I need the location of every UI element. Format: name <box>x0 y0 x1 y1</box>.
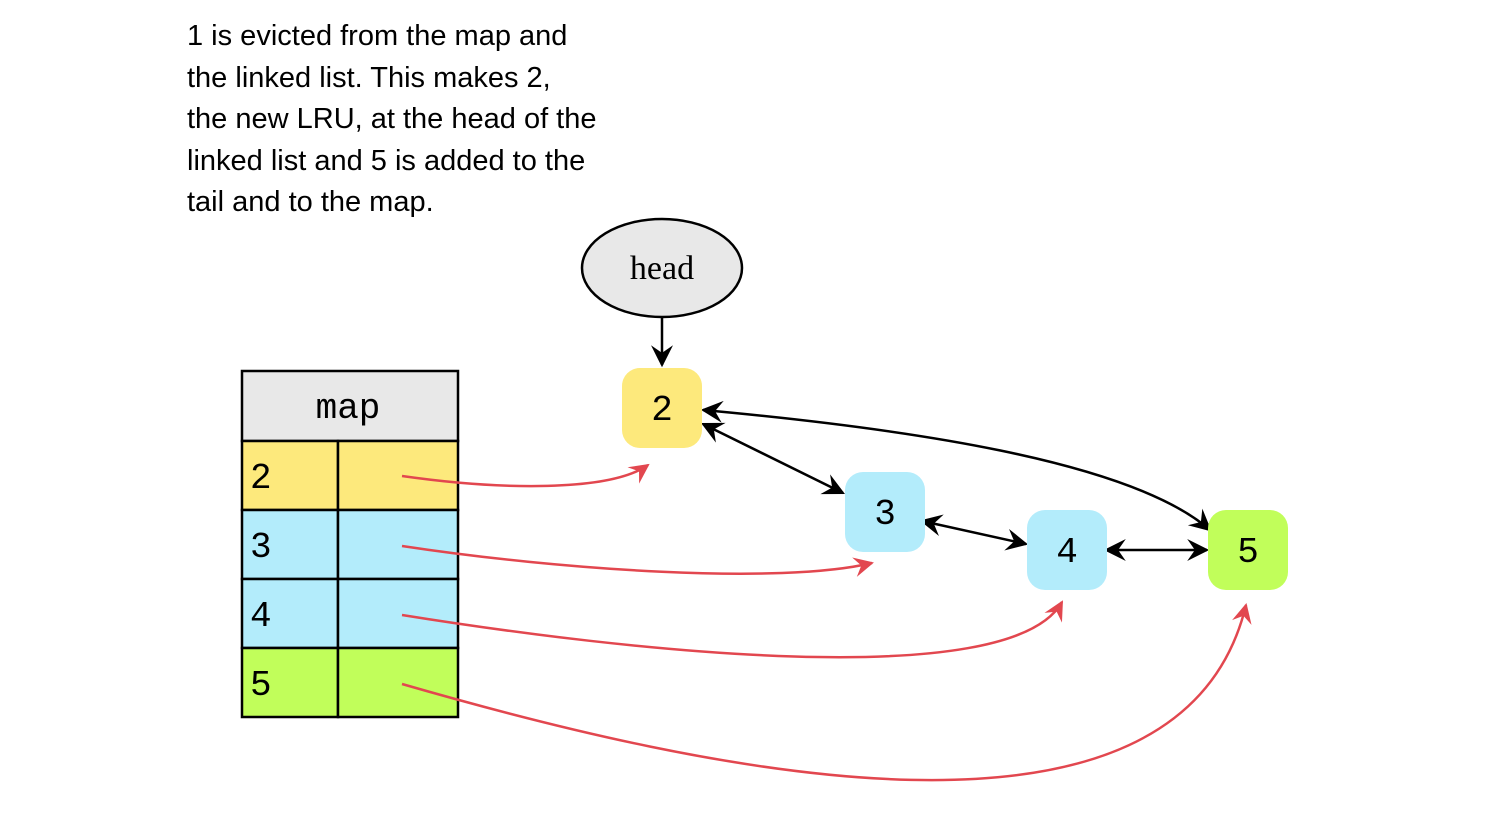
list-node-5-box <box>1208 510 1288 590</box>
link-node-2-node-3-arrow <box>701 422 845 495</box>
map-key-cell <box>240 646 340 719</box>
link-node-2-node-5-arrow <box>700 400 1212 532</box>
list-node-2-label: 2 <box>651 390 673 431</box>
head-node: head <box>580 217 744 319</box>
map-key-label: 2 <box>250 458 272 499</box>
map-value-cell <box>336 577 460 650</box>
list-node-4: 4 <box>1027 510 1107 590</box>
pointer-3-arrow <box>401 544 874 577</box>
caption-line-3: the new LRU, at the head of the <box>187 103 597 135</box>
pointer-5-arrow <box>401 603 1252 782</box>
caption-line-4: linked list and 5 is added to the <box>187 144 586 177</box>
map-value-cell <box>336 508 460 581</box>
map-key-label: 4 <box>250 596 272 637</box>
map-key-label: 5 <box>250 665 272 706</box>
list-node-5: 5 <box>1208 510 1288 590</box>
list-node-4-label: 4 <box>1056 532 1078 573</box>
map-row: 5 <box>240 646 460 719</box>
list-node-2: 2 <box>622 368 702 448</box>
list-node-3-label: 3 <box>874 494 896 535</box>
list-node-3-box <box>845 472 925 552</box>
map-value-cell <box>336 439 460 512</box>
map-table: map 2 3 4 5 <box>240 369 460 719</box>
caption-line-1: 1 is evicted from the map and <box>187 20 568 52</box>
map-title: map <box>316 388 381 429</box>
caption-line-5: tail and to the map. <box>187 186 434 218</box>
list-node-3: 3 <box>845 472 925 552</box>
map-key-cell <box>240 577 340 650</box>
caption: 1 is evicted from the map and the linked… <box>187 16 657 224</box>
map-row: 3 <box>240 508 460 581</box>
head-label: head <box>630 250 694 287</box>
map-row: 4 <box>240 577 460 650</box>
map-row: 2 <box>240 439 460 512</box>
link-node-3-node-4-arrow <box>919 514 1029 551</box>
map-key-label: 3 <box>250 527 272 568</box>
map-key-cell <box>240 508 340 581</box>
list-node-2-box <box>622 368 702 448</box>
list-node-4-box <box>1027 510 1107 590</box>
map-key-cell <box>240 439 340 512</box>
pointer-2-arrow <box>401 463 650 488</box>
map-value-cell <box>336 646 460 719</box>
list-node-5-label: 5 <box>1237 532 1259 573</box>
caption-line-2: the linked list. This makes 2, <box>187 61 551 94</box>
head-ellipse <box>580 217 744 319</box>
pointer-4-arrow <box>401 600 1064 659</box>
